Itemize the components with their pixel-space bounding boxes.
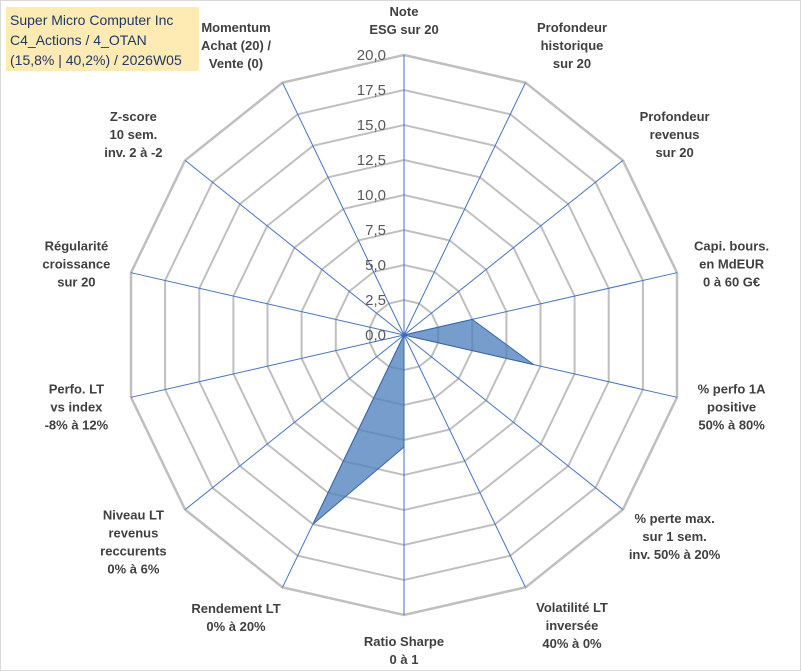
axis-line-niveau-lt xyxy=(184,334,405,510)
axis-label-profondeur-historique: Profondeur historique sur 20 xyxy=(537,20,607,71)
tick-layer: 0,0 2,5 5,0 7,5 10,0 12,5 15,0 17,5 20,0 xyxy=(357,47,386,344)
axis-line-momentum xyxy=(282,82,405,336)
series-layer xyxy=(312,318,534,525)
axis-line-profondeur-historique xyxy=(403,82,526,336)
axis-line-perte-max xyxy=(403,334,624,510)
tick-label: 10,0 xyxy=(357,187,386,204)
tick-label: 12,5 xyxy=(357,152,386,169)
axis-line-profondeur-revenus xyxy=(403,160,624,336)
tick-label: 17,5 xyxy=(357,82,386,99)
axis-label-niveau-lt: Niveau LT revenus reccurents 0% à 6% xyxy=(100,507,166,576)
series-area-0 xyxy=(312,318,534,525)
axis-label-perte-max: % perte max. sur 1 sem. inv. 50% à 20% xyxy=(629,511,721,562)
axis-label-momentum: Momentum Achat (20) / Vente (0) xyxy=(201,20,271,71)
title-box: Super Micro Computer Inc C4_Actions / 4_… xyxy=(6,7,199,71)
tick-label: 15,0 xyxy=(357,117,386,134)
axis-label-z-score: Z-score 10 sem. inv. 2 à -2 xyxy=(104,109,162,160)
tick-label: 5,0 xyxy=(365,257,386,274)
axis-label-note-esg: Note ESG sur 20 xyxy=(369,4,438,37)
label-layer: Note ESG sur 20 Profondeur historique sur 20… xyxy=(42,4,769,667)
axis-line-z-score xyxy=(184,160,405,336)
tick-label: 2,5 xyxy=(365,292,386,309)
axis-line-volatilite xyxy=(403,334,526,588)
axis-label-regularite: Régularité croissance sur 20 xyxy=(42,238,110,289)
axis-line-perfo-lt xyxy=(130,334,405,398)
axis-line-regularite xyxy=(130,272,405,336)
axis-label-capi-bours: Capi. bours. en MdEUR 0 à 60 G€ xyxy=(694,238,769,289)
axis-label-perfo-1a: % perfo 1A positive 50% à 80% xyxy=(698,382,767,433)
tick-label: 20,0 xyxy=(357,47,386,64)
axis-label-profondeur-revenus: Profondeur revenus sur 20 xyxy=(640,109,710,160)
portfolio-category: C4_Actions / 4_OTAN xyxy=(10,32,147,48)
company-name: Super Micro Computer Inc xyxy=(10,12,174,28)
axis-label-volatilite: Volatilité LT inversée 40% à 0% xyxy=(536,600,608,651)
tick-label: 7,5 xyxy=(365,222,386,239)
axis-label-ratio-sharpe: Ratio Sharpe 0 à 1 xyxy=(364,634,444,667)
axis-label-perfo-lt: Perfo. LT vs index -8% à 12% xyxy=(45,382,109,433)
tick-label: 0,0 xyxy=(365,327,386,344)
axis-label-rendement-lt: Rendement LT 0% à 20% xyxy=(191,601,280,634)
stats-week: (15,8% | 40,2%) / 2026W05 xyxy=(10,52,182,68)
